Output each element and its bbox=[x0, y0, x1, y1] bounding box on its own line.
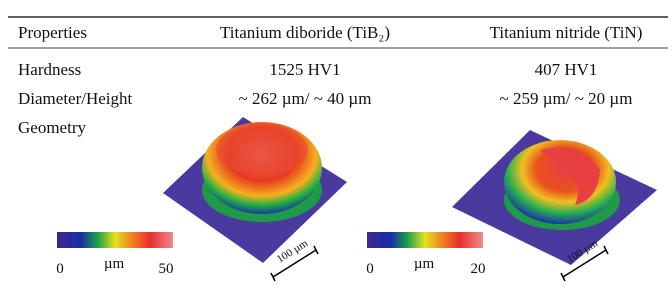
row-label: Geometry bbox=[18, 118, 86, 137]
header-cell: Properties bbox=[18, 23, 87, 42]
cell: 407 HV1 bbox=[535, 60, 598, 79]
colorbar-max: 20 bbox=[471, 261, 486, 277]
header-cell: Titanium diboride (TiB₂) bbox=[220, 23, 390, 42]
cell: ~ 262 µm/ ~ 40 µm bbox=[239, 89, 372, 108]
colorbar-unit: µm bbox=[414, 256, 435, 272]
surface-plot bbox=[163, 117, 347, 263]
page: Properties Titanium diboride (TiB₂) Tita… bbox=[0, 0, 672, 286]
header-cell: Titanium nitride (TiN) bbox=[490, 23, 643, 42]
colorbar-min: 0 bbox=[366, 261, 374, 277]
row-label: Hardness bbox=[18, 60, 81, 79]
colorbar-unit: µm bbox=[104, 256, 125, 272]
colorbar bbox=[367, 232, 483, 248]
colorbar-min: 0 bbox=[56, 261, 64, 277]
colorbar bbox=[57, 232, 173, 248]
colorbar-max: 50 bbox=[159, 261, 174, 277]
cell: 1525 HV1 bbox=[269, 60, 340, 79]
row-label: Diameter/Height bbox=[18, 89, 133, 108]
cell: ~ 259 µm/ ~ 20 µm bbox=[500, 89, 633, 108]
